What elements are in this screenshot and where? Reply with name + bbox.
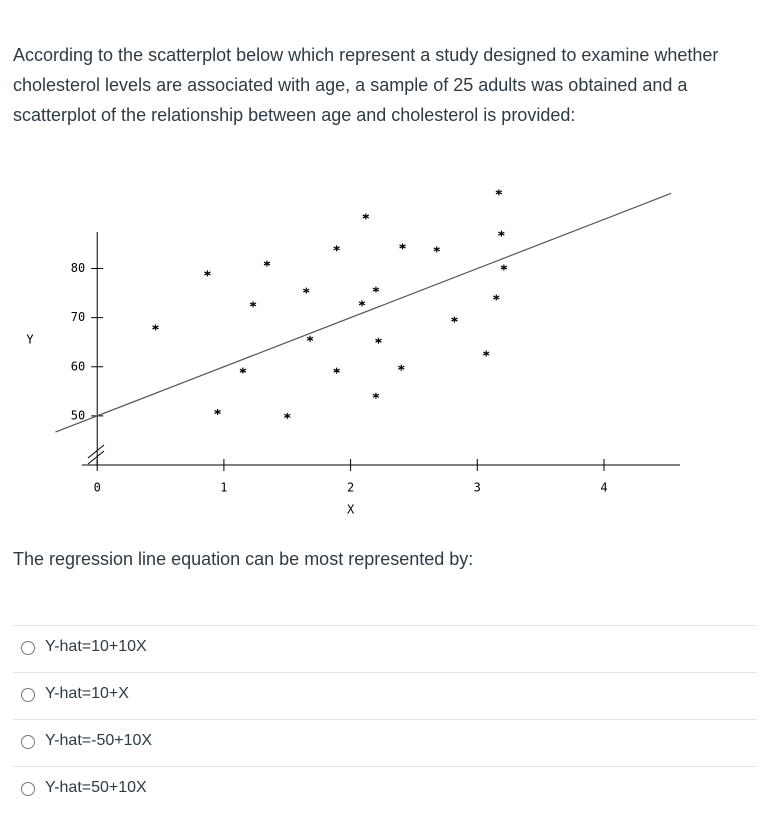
y-tick-label: 80 <box>71 261 85 275</box>
point <box>398 364 405 371</box>
point <box>433 246 441 253</box>
option-label[interactable]: Y-hat=10+X <box>45 685 129 702</box>
point <box>214 408 221 415</box>
chart: 0 1 2 3 4 50 60 70 80 X Y <box>26 189 680 517</box>
point <box>333 367 340 374</box>
point <box>500 264 508 271</box>
point <box>302 287 310 294</box>
radio-button[interactable] <box>21 641 35 655</box>
option[interactable]: Y-hat=10+10X <box>13 625 757 672</box>
option-label[interactable]: Y-hat=10+10X <box>45 638 147 655</box>
x-axis-label: X <box>347 503 355 517</box>
point <box>498 230 505 237</box>
x-tick-label: 4 <box>600 481 607 495</box>
prompt-text: The regression line equation can be most… <box>13 549 474 569</box>
option-label[interactable]: Y-hat=-50+10X <box>45 732 153 749</box>
question-text: According to the scatterplot below which… <box>13 45 719 125</box>
x-tick-label: 1 <box>220 481 227 495</box>
radio-button[interactable] <box>21 735 35 749</box>
point <box>375 337 382 344</box>
point <box>204 270 211 277</box>
point <box>399 243 406 250</box>
y-tick-label: 50 <box>71 408 85 422</box>
option[interactable]: Y-hat=50+10X <box>13 766 757 813</box>
x-tick-label: 3 <box>474 481 481 495</box>
point <box>249 301 257 308</box>
y-tick-label: 60 <box>71 359 85 373</box>
point <box>372 286 380 293</box>
x-tick-label: 2 <box>347 481 354 495</box>
point <box>372 392 380 399</box>
radio-button[interactable] <box>21 782 35 796</box>
point <box>482 350 490 357</box>
point <box>362 213 370 220</box>
point <box>358 300 366 307</box>
axis-break <box>87 444 105 465</box>
point <box>152 324 159 331</box>
point <box>495 189 503 196</box>
y-tick-label: 70 <box>71 310 85 324</box>
regression-line <box>55 192 672 433</box>
point <box>451 316 458 323</box>
point <box>493 294 500 301</box>
x-tick-label: 0 <box>94 481 101 495</box>
point <box>263 260 271 267</box>
option[interactable]: Y-hat=10+X <box>13 672 757 719</box>
option[interactable]: Y-hat=-50+10X <box>13 719 757 766</box>
point <box>306 335 314 342</box>
y-axis-label: Y <box>26 333 34 347</box>
option-label[interactable]: Y-hat=50+10X <box>45 779 147 796</box>
point <box>283 412 291 419</box>
radio-button[interactable] <box>21 688 35 702</box>
point <box>333 245 340 252</box>
point <box>239 367 247 374</box>
